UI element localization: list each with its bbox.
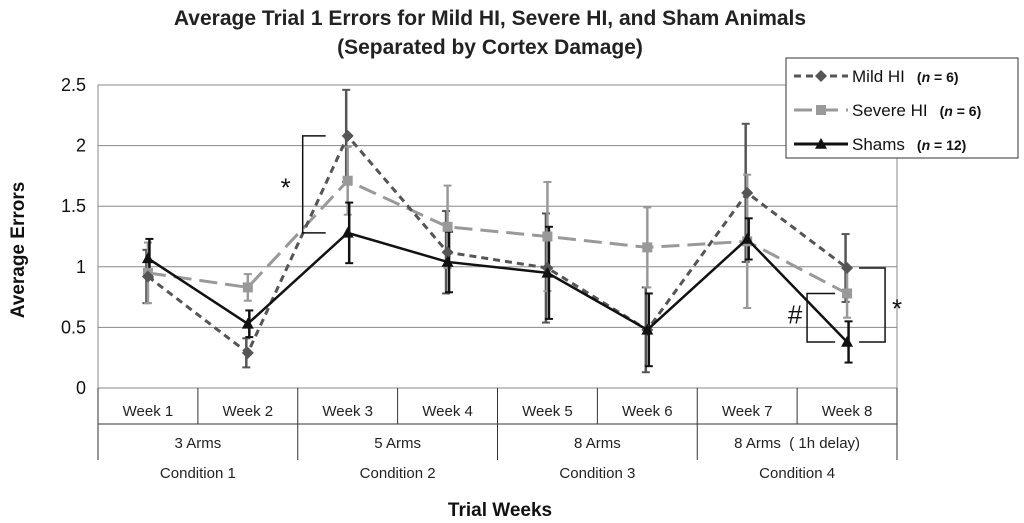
marker-triangle [815,138,827,149]
legend-sample-size: (n = 6) [940,103,982,119]
y-axis-title: Average Errors [8,182,29,319]
y-ticks: 0 0.5 1 1.5 2 2.5 [61,75,86,398]
significance-hash-week8: # [788,299,803,329]
marker-triangle [341,226,354,238]
group-label-condition: Condition 1 [160,465,236,482]
group-label-arms: 3 Arms [175,435,222,452]
legend-item-shams: Shams (n = 12) [794,135,966,154]
marker-diamond [841,262,854,275]
marker-triangle [241,317,254,329]
series [141,129,854,359]
x-axis-title: Trial Weeks [448,500,552,521]
significance-star-week3: * [281,172,291,202]
chart-title-line-1: Average Trial 1 Errors for Mild HI, Seve… [174,7,806,30]
legend-item-mild-hi: Mild HI (n = 6) [794,67,959,86]
marker-square [542,231,553,242]
y-tick-label: 0.5 [61,317,86,337]
significance-annotations: * # * [281,135,902,343]
legend-sample-size: (n = 6) [917,69,959,85]
legend-item-severe-hi: Severe HI (n = 6) [794,101,981,120]
marker-square [642,242,653,253]
marker-square [442,221,453,232]
series-shams [141,226,854,347]
marker-diamond [341,129,354,142]
plot-frame [97,84,898,389]
legend-label: Severe HI [852,101,928,120]
marker-square [342,175,353,186]
marker-triangle [841,335,854,347]
y-tick-label: 2.5 [61,75,86,95]
marker-square [242,282,253,293]
bracket-week3 [301,135,326,234]
y-tick-label: 1.5 [61,196,86,216]
group-label-condition: Condition 2 [360,465,436,482]
marker-square [816,105,826,115]
x-tick-label: Week 1 [123,403,174,420]
marker-diamond [241,346,254,359]
gridlines [97,84,898,389]
marker-diamond [141,270,154,283]
marker-square [842,288,853,299]
y-tick-label: 1 [76,257,86,277]
series-line [147,178,848,295]
legend-label: Shams [852,135,905,154]
x-tick-label: Week 4 [422,403,473,420]
legend-label: Mild HI [852,67,905,86]
marker-diamond [441,246,454,259]
chart-title-line-2: (Separated by Cortex Damage) [337,36,643,59]
marker-triangle [441,255,454,267]
series-line [147,231,848,343]
marker-triangle [641,323,654,335]
marker-diamond [741,186,754,199]
x-tick-label: Week 6 [622,403,673,420]
marker-triangle [541,266,554,278]
legend-sample-size: (n = 12) [917,137,966,153]
legend: Mild HI (n = 6) Severe HI (n = 6) Shams (n = … [785,57,1019,159]
x-axis: Week 1 Week 2 Week 3 Week 4 Week 5 Week 6 Week… [97,388,898,482]
y-tick-label: 0 [76,378,86,398]
group-label-condition: Condition 3 [559,465,635,482]
x-tick-label: Week 8 [822,403,873,420]
x-tick-label: Week 5 [522,403,573,420]
bracket-week8-left [806,292,836,343]
marker-triangle [741,232,754,244]
group-label-arms: 8 Arms [574,435,621,452]
x-tick-label: Week 7 [722,403,773,420]
y-tick-label: 2 [76,136,86,156]
series-line [147,133,848,356]
bracket-week8-right [859,267,886,343]
significance-star-week8: * [892,294,902,324]
marker-triangle [141,252,154,264]
group-label-arms: 8 Arms ( 1h delay) [734,435,860,452]
group-label-condition: Condition 4 [759,465,835,482]
x-tick-label: Week 2 [223,403,274,420]
x-tick-label: Week 3 [322,403,373,420]
marker-diamond [815,70,827,82]
group-label-arms: 5 Arms [374,435,421,452]
